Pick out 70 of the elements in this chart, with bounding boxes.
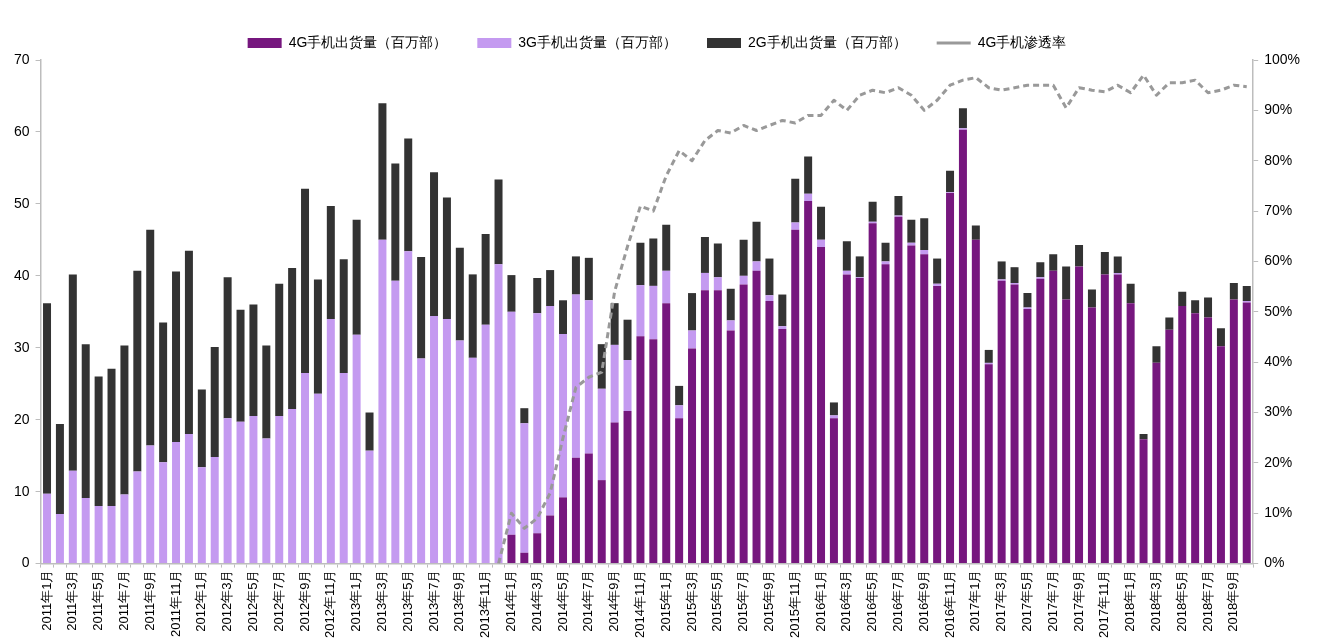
- x-tick-label: 2012年3月: [219, 569, 235, 632]
- x-tick-label: 2011年7月: [116, 569, 131, 631]
- x-tick-label: 2018年3月: [1148, 569, 1164, 632]
- x-tick-label: 2017年1月: [967, 569, 983, 632]
- x-tick-label: 2016年3月: [838, 569, 854, 632]
- y-tick-label: 40: [13, 266, 30, 283]
- x-tick-label: 2015年5月: [709, 569, 725, 632]
- x-tick-label: 2017年3月: [993, 569, 1009, 632]
- y2-tick-label: 0%: [1264, 554, 1285, 571]
- y-tick-label: 10: [13, 482, 30, 499]
- x-tick-label: 2016年1月: [812, 569, 828, 632]
- x-tick-label: 2012年11月: [322, 569, 338, 639]
- x-tick-label: 2011年1月: [38, 569, 54, 631]
- legend-label: 2G手机出货量（百万部）: [748, 33, 907, 50]
- x-tick-label: 2014年3月: [528, 569, 544, 632]
- x-tick-label: 2015年1月: [657, 569, 673, 632]
- x-tick-label: 2018年1月: [1122, 569, 1138, 632]
- x-tick-label: 2016年9月: [915, 569, 931, 632]
- x-tick-label: 2011年5月: [90, 569, 106, 631]
- y2-tick-label: 100%: [1264, 50, 1301, 67]
- legend-label: 4G手机渗透率: [977, 33, 1067, 50]
- y-tick-label: 70: [13, 50, 30, 67]
- x-tick-label: 2011年9月: [141, 569, 157, 631]
- y2-tick-label: 50%: [1264, 302, 1293, 319]
- y2-tick-label: 30%: [1264, 403, 1293, 420]
- y-tick-label: 0: [21, 554, 30, 571]
- y2-tick-label: 90%: [1264, 101, 1293, 118]
- y2-tick-label: 40%: [1264, 353, 1293, 370]
- x-tick-label: 2016年5月: [864, 569, 880, 632]
- x-tick-label: 2013年11月: [477, 569, 493, 639]
- y2-tick-label: 60%: [1264, 252, 1293, 269]
- x-tick-label: 2018年5月: [1173, 569, 1189, 632]
- x-tick-label: 2013年1月: [348, 569, 364, 632]
- x-tick-label: 2012年5月: [245, 569, 260, 632]
- x-tick-label: 2017年5月: [1019, 569, 1035, 632]
- x-tick-label: 2018年7月: [1199, 569, 1215, 632]
- x-tick-label: 2016年7月: [890, 569, 906, 632]
- x-tick-label: 2015年9月: [761, 569, 777, 632]
- y2-tick-label: 80%: [1264, 151, 1293, 168]
- x-tick-label: 2012年7月: [270, 569, 286, 632]
- x-tick-label: 2014年11月: [632, 569, 648, 639]
- x-tick-label: 2018年9月: [1225, 569, 1241, 632]
- legend-label: 3G手机出货量（百万部）: [518, 33, 678, 50]
- y2-tick-label: 70%: [1264, 201, 1293, 218]
- x-tick-label: 2015年7月: [735, 569, 751, 632]
- x-tick-label: 2013年7月: [425, 569, 441, 632]
- y-tick-label: 20: [13, 410, 30, 427]
- y2-tick-label: 10%: [1264, 504, 1293, 521]
- x-tick-label: 2014年7月: [580, 569, 596, 632]
- x-tick-label: 2013年3月: [374, 569, 390, 632]
- x-tick-label: 2015年3月: [683, 569, 699, 632]
- y2-tick-label: 20%: [1264, 453, 1293, 470]
- x-tick-label: 2013年9月: [451, 569, 467, 632]
- x-tick-label: 2011年3月: [64, 569, 80, 631]
- y-tick-label: 60: [13, 122, 30, 139]
- x-tick-label: 2017年7月: [1044, 569, 1060, 632]
- x-tick-label: 2012年1月: [193, 569, 209, 632]
- x-tick-label: 2014年1月: [503, 569, 519, 632]
- x-tick-label: 2017年11月: [1096, 569, 1112, 639]
- y-tick-label: 30: [13, 338, 30, 355]
- x-tick-label: 2013年5月: [399, 569, 415, 632]
- x-tick-label: 2016年11月: [941, 569, 957, 639]
- x-tick-label: 2017年9月: [1070, 569, 1086, 632]
- x-tick-label: 2012年9月: [296, 569, 312, 632]
- x-tick-label: 2014年5月: [554, 569, 570, 632]
- x-tick-label: 2014年9月: [606, 569, 622, 632]
- x-tick-label: 2015年11月: [786, 569, 802, 639]
- y-tick-label: 50: [13, 194, 30, 211]
- x-tick-label: 2011年11月: [167, 569, 183, 638]
- legend-label: 4G手机出货量（百万部）: [288, 33, 448, 50]
